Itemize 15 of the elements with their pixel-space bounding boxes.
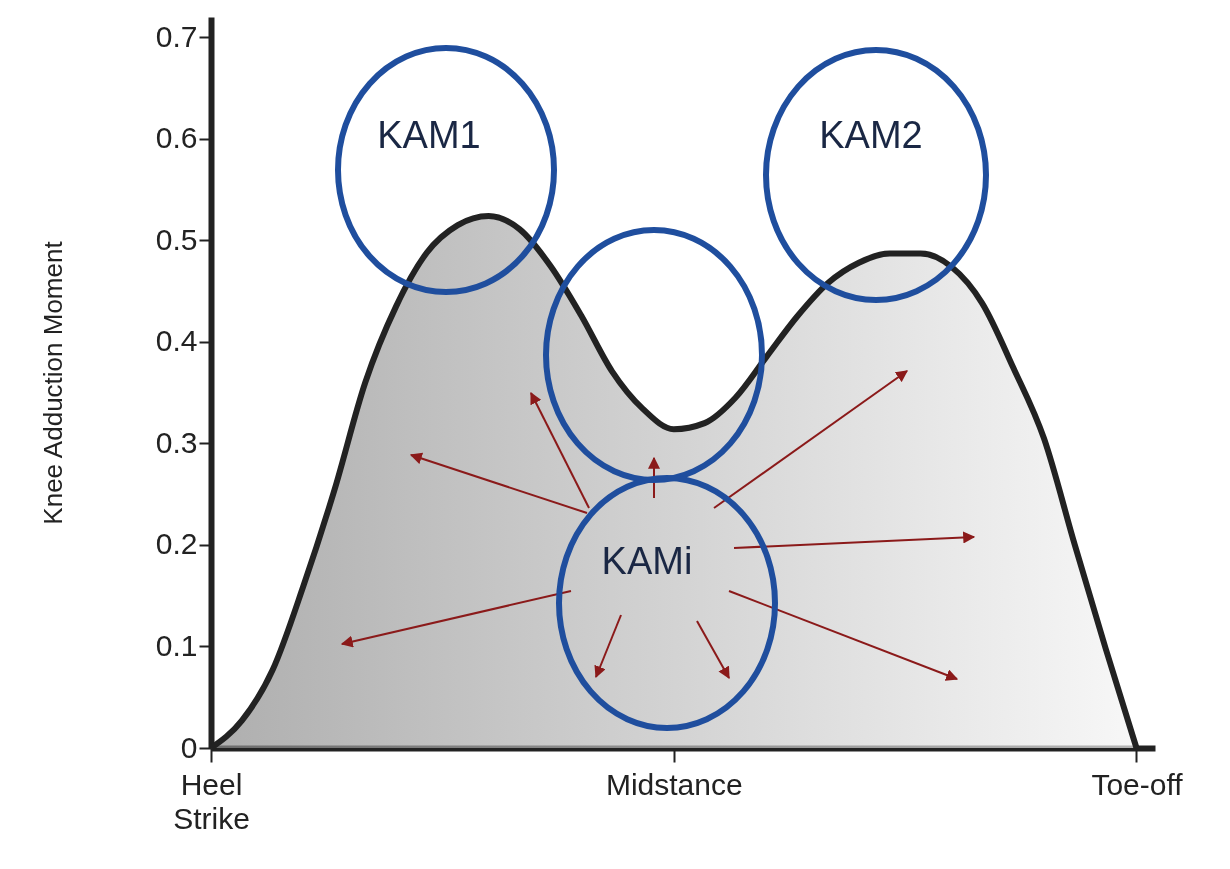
- y-tick-label: 0.2: [155, 527, 198, 561]
- y-tick-label: 0.1: [155, 628, 198, 662]
- y-axis-title: Knee Adduction Moment: [37, 240, 68, 525]
- annotation: KAMi: [601, 540, 693, 582]
- y-tick-label: 0.5: [155, 222, 198, 256]
- x-tick-label: Heel Strike: [173, 767, 250, 835]
- y-tick-label: 0.7: [155, 19, 198, 53]
- y-tick-label: 0.4: [155, 324, 198, 358]
- annotation: KAM2: [819, 114, 923, 156]
- y-tick-label: 0: [180, 730, 198, 764]
- x-tick-label: Midstance: [605, 767, 743, 801]
- y-tick-label: 0.3: [155, 425, 198, 459]
- y-tick-label: 0.6: [155, 121, 198, 155]
- x-tick-label: Toe-off: [1091, 767, 1184, 801]
- annotation: KAM1: [377, 114, 481, 156]
